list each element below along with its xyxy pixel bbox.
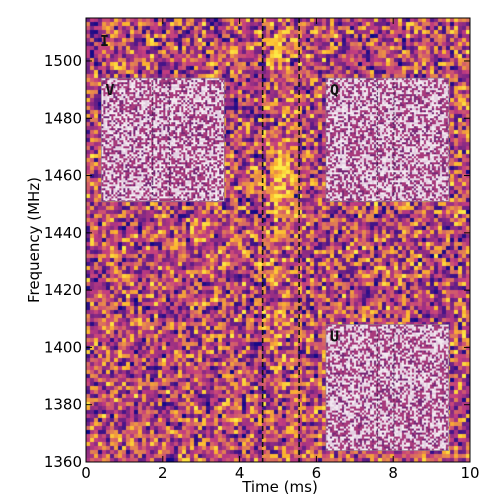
y-tick-label: 1380 <box>44 396 82 414</box>
y-axis-label: Frequency (MHz) <box>25 177 43 303</box>
x-axis-label: Time (ms) <box>241 478 318 496</box>
y-tick-label: 1420 <box>44 281 82 299</box>
y-tick-label: 1360 <box>44 453 82 471</box>
x-tick-label: 10 <box>460 464 479 482</box>
inset-panels: V Q U <box>101 77 450 451</box>
y-tick-label: 1460 <box>44 167 82 185</box>
inset-panel-v: V <box>101 77 225 202</box>
inset-frame-v <box>101 77 225 202</box>
x-axis-ticks: 0 2 4 6 8 10 <box>81 18 480 482</box>
x-tick-label: 6 <box>312 464 322 482</box>
y-tick-label: 1400 <box>44 338 82 356</box>
inset-label-q: Q <box>330 81 339 99</box>
x-tick-label: 4 <box>235 464 245 482</box>
y-tick-label: 1500 <box>44 52 82 70</box>
inset-panel-q: Q <box>325 77 450 202</box>
inset-image-v <box>101 78 225 202</box>
x-tick-label: 8 <box>388 464 398 482</box>
inset-image-u <box>326 324 449 451</box>
plot-frame <box>85 17 471 463</box>
inset-panel-u: U <box>325 324 450 451</box>
inset-frame-u <box>325 324 450 451</box>
inset-image-q <box>326 78 449 202</box>
main-panel-label: I <box>100 32 109 50</box>
y-axis-ticks: 1360 1380 1400 1420 1440 1460 1480 1500 <box>44 52 470 471</box>
inset-frame-q <box>325 77 450 202</box>
inset-label-u: U <box>330 328 339 346</box>
pulse-marker-lines <box>261 18 300 462</box>
y-tick-label: 1480 <box>44 109 82 127</box>
x-tick-label: 0 <box>81 464 91 482</box>
x-tick-label: 2 <box>158 464 168 482</box>
y-tick-label: 1440 <box>44 224 82 242</box>
inset-label-v: V <box>105 81 114 99</box>
